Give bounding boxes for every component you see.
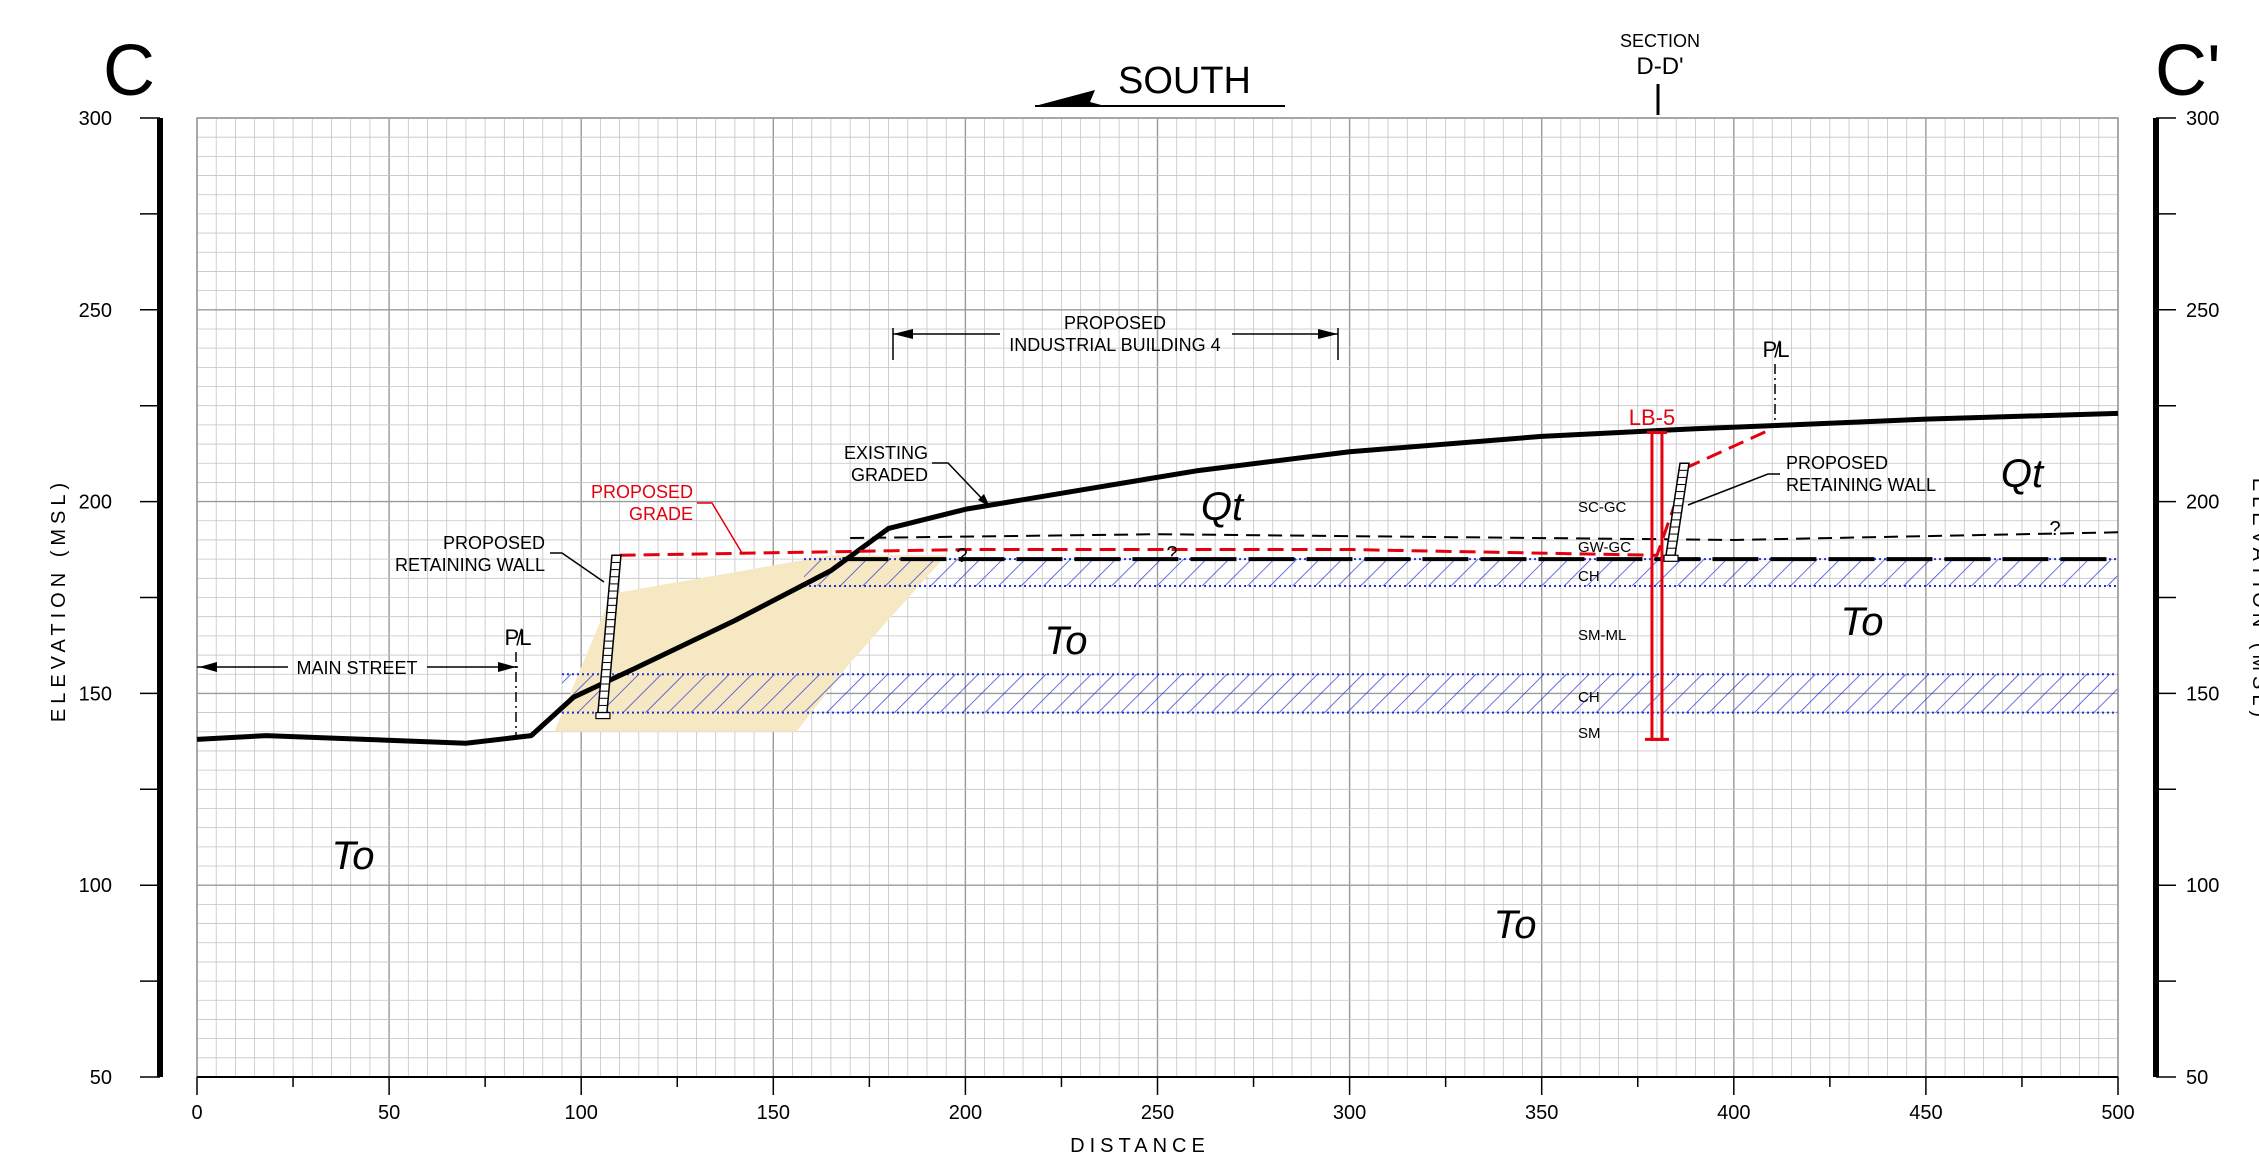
x-tick-label: 300 [1333,1102,1366,1124]
soil-label-gw-gc: GW-GC [1578,539,1631,556]
section-letter-right: C' [2155,31,2221,111]
direction-label: SOUTH [1118,60,1251,102]
soil-layer-labels: SC-GC GW-GC CH SM-ML CH SM [1578,499,1631,742]
x-tick-label: 50 [378,1102,400,1124]
boring-lb5 [1644,431,1669,741]
y-tick-label-right: 100 [2186,875,2219,897]
axis-ticks [140,117,2176,1095]
direction-arrow: SOUTH [1035,60,1285,107]
question-mark-3: ? [2049,518,2060,540]
property-line-left-symbol: P̸L [505,625,532,650]
unit-qt-right: Qt [2001,452,2045,496]
x-tick-label: 100 [565,1102,598,1124]
left-wall-label-line1: PROPOSED [443,533,545,553]
y-tick-label-left: 300 [79,108,112,130]
x-tick-label: 350 [1525,1102,1558,1124]
retaining-wall-right [1663,462,1690,562]
section-dd-line1: SECTION [1620,31,1700,51]
x-tick-label: 0 [191,1102,202,1124]
proposed-grade-label-line2: GRADE [629,504,693,524]
direction-arrow-icon [1035,90,1105,106]
y-tick-label-right: 250 [2186,300,2219,322]
question-mark-1: ? [956,545,967,567]
y-tick-label-left: 200 [79,492,112,514]
grid [196,117,2119,1078]
property-line-left: P̸L [505,625,532,735]
soil-label-sm-ml: SM-ML [1578,627,1626,644]
axis-tick-labels: 0 50 100 150 200 250 300 350 400 450 500 300 300 250 2… [79,108,2220,1124]
property-line-right: P̸L [1763,337,1790,425]
retaining-wall-left [595,554,622,720]
existing-graded-callout: EXISTING GRADED [844,443,990,507]
right-wall-label-line2: RETAINING WALL [1786,475,1936,495]
y-tick-label-right: 150 [2186,683,2219,705]
soil-label-ch-lower: CH [1578,689,1600,706]
unit-to-center: To [1044,619,1087,663]
y-tick-label-right: 200 [2186,492,2219,514]
existing-label-line2: GRADED [851,465,928,485]
building-label-line2: INDUSTRIAL BUILDING 4 [1009,335,1220,355]
x-tick-label: 200 [949,1102,982,1124]
soil-label-sc-gc: SC-GC [1578,499,1627,516]
x-tick-label: 450 [1909,1102,1942,1124]
clay-layer-lower [561,673,2118,714]
right-wall-callout: PROPOSED RETAINING WALL [1687,453,1936,506]
section-dd-line2: D-D' [1636,53,1683,80]
building-extent-dimension: PROPOSED INDUSTRIAL BUILDING 4 [892,313,1339,360]
x-tick-label: 500 [2101,1102,2134,1124]
existing-grade-line [196,410,2119,746]
proposed-grade-callout: PROPOSED GRADE [591,482,743,554]
x-tick-label: 150 [757,1102,790,1124]
soil-label-sm: SM [1578,725,1601,742]
left-wall-callout: PROPOSED RETAINING WALL [395,533,605,583]
section-letter-left: C [103,31,155,111]
y-axis-title-left: ELEVATION (MSL) [48,478,70,722]
y-tick-label-left: 50 [90,1067,112,1089]
property-line-right-symbol: P̸L [1763,337,1790,362]
y-tick-label-right: 50 [2186,1067,2208,1089]
soil-label-ch-upper: CH [1578,568,1600,585]
right-wall-label-line1: PROPOSED [1786,453,1888,473]
unit-to-left: To [331,834,374,878]
building-label-line1: PROPOSED [1064,313,1166,333]
y-axis-title-right: ELEVATION (MSL) [2248,478,2259,722]
question-mark-2: ? [1166,543,1177,565]
proposed-grade-label-line1: PROPOSED [591,482,693,502]
proposed-grade-line [619,427,1773,557]
y-tick-label-right: 300 [2186,108,2219,130]
y-tick-label-left: 100 [79,875,112,897]
unit-to-right: To [1840,600,1883,644]
boring-label: LB-5 [1629,405,1675,430]
section-dd-marker: SECTION D-D' [1620,31,1700,115]
x-axis-title: DISTANCE [1070,1135,1210,1153]
left-wall-label-line2: RETAINING WALL [395,555,545,575]
y-tick-label-left: 250 [79,300,112,322]
x-tick-label: 400 [1717,1102,1750,1124]
main-street-dimension: MAIN STREET [197,658,518,678]
x-tick-label: 250 [1141,1102,1174,1124]
main-street-label: MAIN STREET [296,658,417,678]
existing-label-line1: EXISTING [844,443,928,463]
unit-qt-center: Qt [1201,485,1245,529]
clay-layer-upper [804,558,2118,587]
y-tick-label-left: 150 [79,683,112,705]
unit-to-bottom: To [1493,903,1536,947]
qt-boundary-line [850,531,2119,541]
